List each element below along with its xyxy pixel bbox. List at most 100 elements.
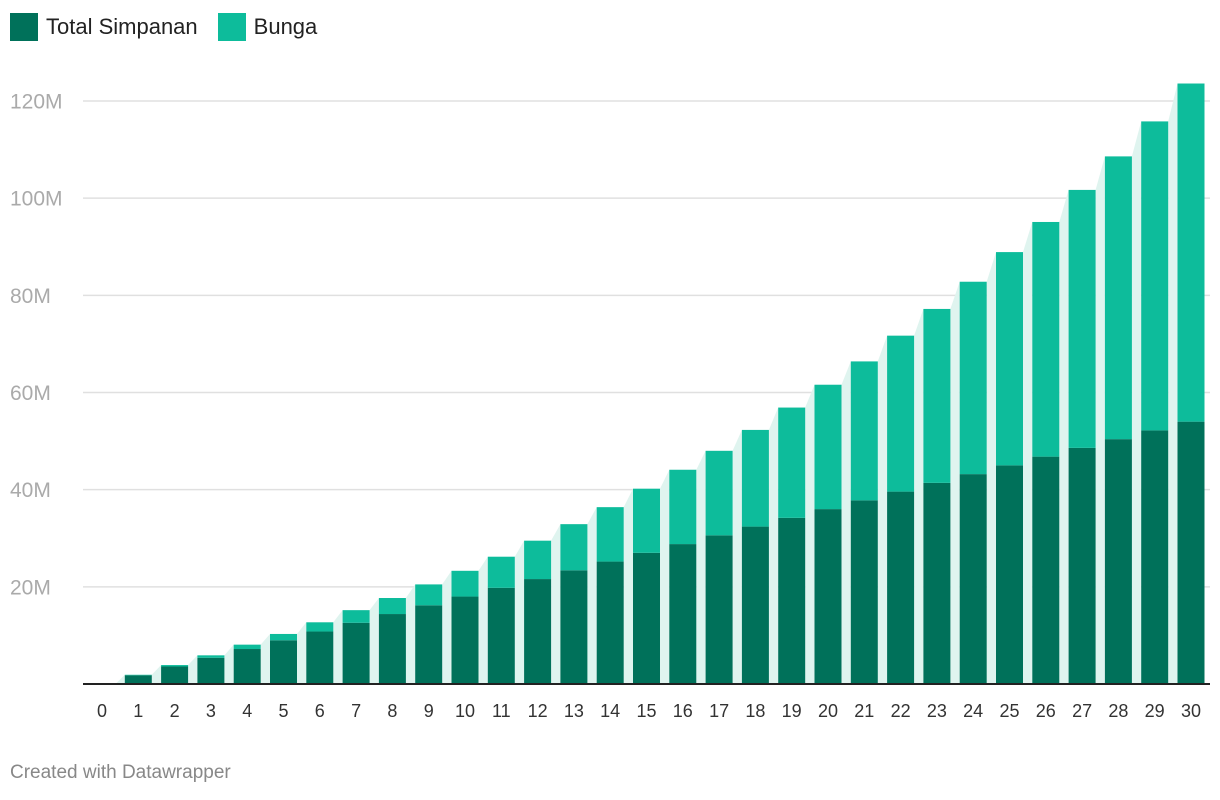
bar-total-simpanan: [923, 482, 951, 684]
x-tick-label: 6: [315, 701, 325, 721]
x-tick-label: 25: [999, 701, 1019, 721]
y-tick-label: 60M: [10, 382, 51, 405]
bar-total-simpanan: [342, 622, 370, 684]
bar-bunga: [887, 335, 915, 492]
y-tick-label: 100M: [10, 188, 63, 211]
bar-total-simpanan: [161, 666, 189, 684]
connector-band: [297, 622, 307, 684]
bar-total-simpanan: [850, 500, 878, 684]
connector-band: [914, 308, 924, 684]
x-tick-label: 1: [133, 701, 143, 721]
connector-band: [188, 655, 198, 684]
bar-bunga: [596, 507, 624, 562]
bar-bunga: [378, 598, 406, 615]
x-tick-label: 26: [1036, 701, 1056, 721]
bar-total-simpanan: [1068, 447, 1096, 684]
x-tick-label: 28: [1108, 701, 1128, 721]
bar-bunga: [560, 524, 588, 571]
x-tick-label: 29: [1145, 701, 1165, 721]
bar-total-simpanan: [778, 517, 806, 684]
connector-band: [115, 674, 125, 684]
bar-total-simpanan: [705, 535, 733, 684]
x-tick-label: 22: [891, 701, 911, 721]
x-tick-label: 19: [782, 701, 802, 721]
x-tick-label: 12: [528, 701, 548, 721]
bar-bunga: [923, 308, 951, 483]
bar-bunga: [669, 469, 697, 545]
connector-band: [587, 507, 597, 684]
connector-band: [623, 488, 633, 684]
legend-swatch-bunga: [217, 13, 246, 41]
bar-total-simpanan: [1177, 421, 1205, 684]
bar-total-simpanan: [1032, 456, 1060, 684]
bar-bunga: [850, 361, 878, 501]
bar-total-simpanan: [306, 631, 334, 684]
legend-item-total-simpanan: Total Simpanan: [10, 13, 198, 41]
bar-bunga: [633, 488, 660, 553]
connector-band: [1095, 156, 1105, 684]
connector-band: [1168, 83, 1178, 684]
bar-bunga: [487, 556, 515, 588]
bar-bunga: [415, 584, 443, 606]
bar-bunga: [342, 610, 370, 623]
x-tick-label: 0: [97, 701, 107, 721]
bar-bunga: [1141, 121, 1169, 431]
bar-total-simpanan: [633, 552, 660, 684]
connector-band: [877, 335, 888, 684]
bar-total-simpanan: [959, 474, 987, 684]
bar-total-simpanan: [451, 596, 479, 684]
bar-total-simpanan: [814, 509, 842, 684]
bar-bunga: [705, 450, 733, 536]
y-tick-label: 80M: [10, 285, 51, 308]
x-tick-label: 2: [170, 701, 180, 721]
connector-band: [660, 469, 670, 684]
bar-bunga: [197, 655, 225, 658]
bar-bunga: [524, 540, 552, 580]
y-tick-label: 120M: [10, 91, 63, 114]
bar-bunga: [1104, 156, 1132, 440]
connector-band: [478, 556, 488, 684]
x-tick-label: 5: [278, 701, 288, 721]
connector-band: [442, 570, 452, 684]
x-tick-label: 11: [492, 701, 511, 721]
bar-bunga: [1068, 189, 1096, 448]
bar-total-simpanan: [415, 605, 443, 684]
bar-bunga: [1177, 83, 1205, 422]
connector-band: [224, 644, 234, 684]
legend-swatch-total-simpanan: [10, 13, 38, 41]
bar-total-simpanan: [197, 657, 225, 684]
x-tick-label: 17: [709, 701, 729, 721]
x-tick-label: 16: [673, 701, 693, 721]
bar-total-simpanan: [1104, 439, 1132, 684]
legend-label-bunga: Bunga: [253, 14, 318, 39]
bar-bunga: [996, 252, 1023, 466]
x-tick-label: 14: [600, 701, 620, 721]
connector-band: [696, 450, 706, 684]
x-tick-label: 8: [387, 701, 397, 721]
y-tick-label: 20M: [10, 576, 51, 599]
connector-band: [732, 429, 742, 684]
bar-total-simpanan: [669, 544, 697, 684]
connector-band: [551, 524, 561, 684]
bar-bunga: [233, 644, 261, 650]
x-tick-label: 24: [963, 701, 983, 721]
bar-total-simpanan: [1141, 430, 1169, 684]
bar-total-simpanan: [996, 465, 1023, 684]
connector-band: [805, 384, 815, 684]
bar-total-simpanan: [524, 579, 552, 684]
bar-bunga: [1032, 221, 1060, 457]
connector-band: [514, 540, 525, 684]
bar-total-simpanan: [124, 675, 152, 684]
connector-band: [950, 281, 960, 684]
x-tick-label: 20: [818, 701, 838, 721]
bar-bunga: [306, 622, 334, 632]
connector-band: [369, 598, 379, 684]
footer-credit: Created with Datawrapper: [10, 762, 231, 783]
connector-band: [333, 610, 343, 684]
connector-band: [1131, 121, 1142, 684]
x-tick-label: 4: [242, 701, 252, 721]
bar-bunga: [959, 281, 987, 475]
x-tick-label: 9: [424, 701, 434, 721]
legend: Total Simpanan Bunga: [10, 12, 317, 42]
